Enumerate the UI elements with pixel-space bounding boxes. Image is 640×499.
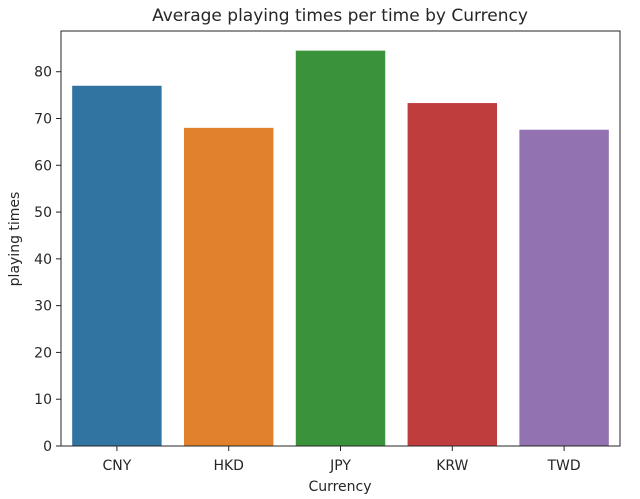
y-tick-label: 60 <box>34 158 52 174</box>
y-tick-label: 70 <box>34 111 52 127</box>
plot-frame <box>60 30 621 447</box>
x-axis-ticks: CNY HKD JPY KRW TWD <box>102 446 581 474</box>
bar-krw <box>407 103 498 447</box>
y-tick-label: 30 <box>34 299 52 315</box>
y-tick-label: 20 <box>34 345 52 361</box>
y-axis-label: playing times <box>7 192 23 287</box>
y-axis-ticks: 0 10 20 30 40 50 60 70 80 <box>34 65 61 455</box>
x-tick-label: JPY <box>329 458 351 474</box>
plot-area: 0 10 20 30 40 50 60 70 80 CNY HKD JPY KRW TWD <box>34 30 621 474</box>
bar-jpy <box>295 50 386 446</box>
y-tick-label: 0 <box>43 439 52 455</box>
bar-cny <box>72 85 162 447</box>
x-tick-label: HKD <box>213 458 244 474</box>
y-tick-label: 50 <box>34 205 52 221</box>
x-tick-label: TWD <box>547 458 581 474</box>
x-tick-label: CNY <box>102 458 131 474</box>
y-tick-label: 10 <box>34 392 52 408</box>
x-tick-label: KRW <box>436 458 468 474</box>
y-tick-label: 80 <box>34 65 52 81</box>
chart-title: Average playing times per time by Curren… <box>152 6 528 26</box>
bars-group <box>72 50 609 447</box>
x-axis-label: Currency <box>308 479 371 495</box>
y-tick-label: 40 <box>34 252 52 268</box>
bar-twd <box>519 129 609 447</box>
bar-hkd <box>183 127 274 446</box>
